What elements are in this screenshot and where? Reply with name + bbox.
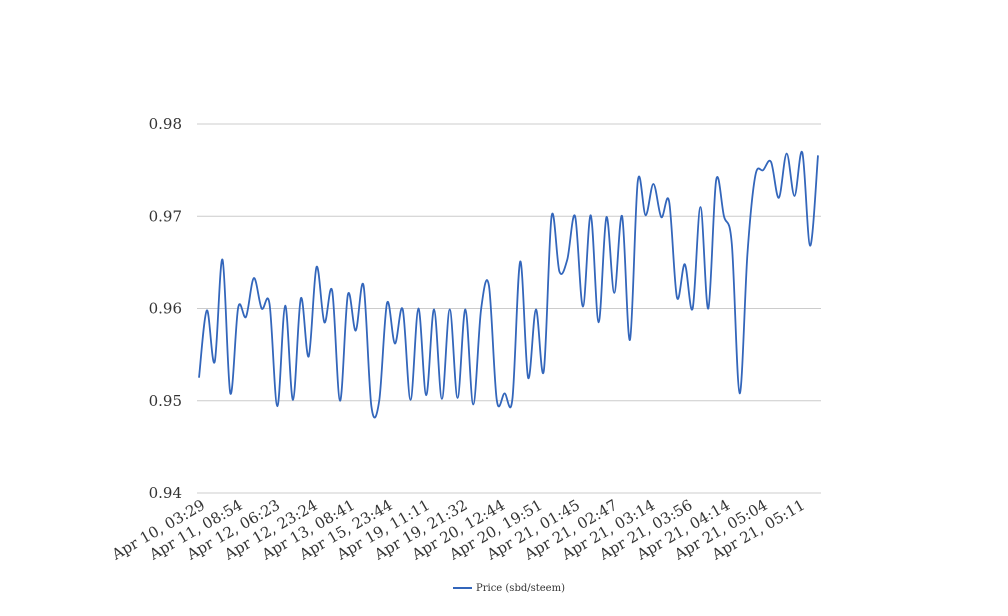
y-tick-label: 0.94 bbox=[149, 484, 182, 502]
y-tick-label: 0.96 bbox=[149, 300, 182, 318]
y-tick-label: 0.98 bbox=[149, 115, 182, 133]
legend: Price (sbd/steem) bbox=[453, 583, 565, 594]
gridlines bbox=[197, 123, 821, 494]
legend-label: Price (sbd/steem) bbox=[476, 583, 565, 594]
series-layer bbox=[198, 151, 819, 419]
series-line-price bbox=[198, 151, 819, 419]
y-axis-ticks: 0.94 0.95 0.96 0.97 0.98 bbox=[149, 115, 182, 502]
y-tick-label: 0.95 bbox=[149, 392, 182, 410]
y-tick-label: 0.97 bbox=[149, 207, 182, 225]
